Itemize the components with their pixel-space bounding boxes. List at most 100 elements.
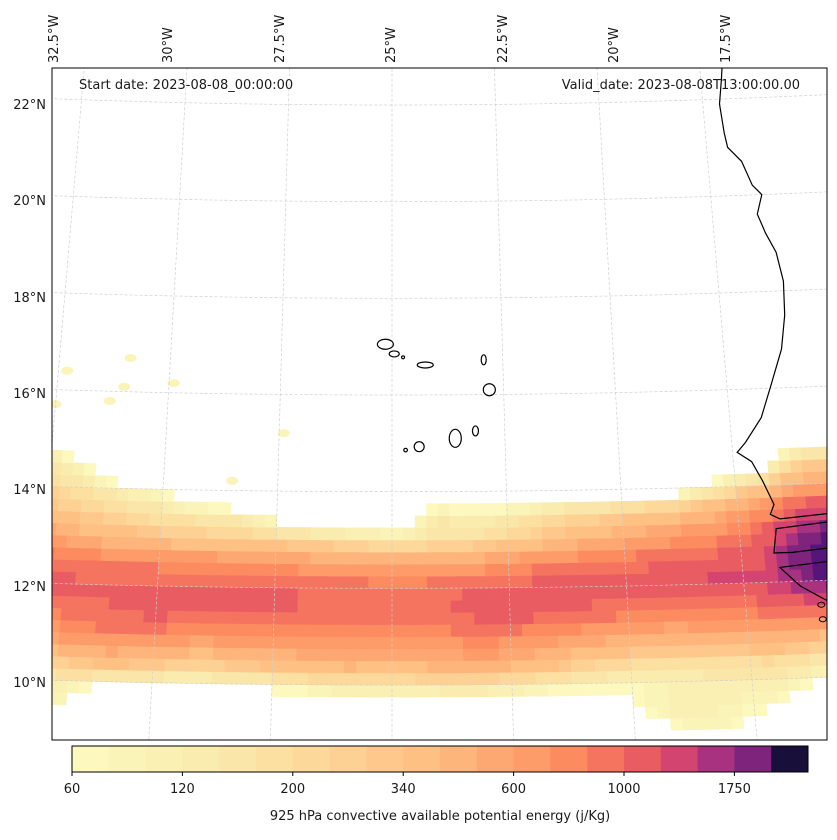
cape-cell — [450, 528, 462, 540]
cape-cell — [750, 522, 763, 535]
cape-cell — [656, 500, 668, 512]
cape-cell — [179, 623, 191, 635]
cape-cell — [778, 448, 791, 461]
cape-cell — [680, 681, 693, 693]
cape-cell — [500, 684, 512, 696]
cape-cell — [333, 576, 345, 588]
cape-cell — [368, 685, 380, 697]
cape-cell — [296, 685, 308, 697]
cape-cell — [250, 612, 262, 624]
cape-cell — [21, 522, 34, 535]
cape-patch — [226, 477, 238, 485]
cape-cell — [531, 527, 543, 539]
cape-cell — [58, 499, 70, 511]
colorbar-swatch — [771, 746, 808, 772]
cape-cell — [722, 608, 735, 620]
cape-cell — [741, 692, 754, 704]
cape-cell — [461, 504, 473, 516]
cape-cell — [523, 648, 535, 660]
cape-cell — [105, 658, 118, 670]
cape-cell — [780, 594, 793, 607]
cape-cell — [92, 512, 104, 524]
cape-cell — [532, 563, 544, 575]
cape-cell — [346, 528, 358, 540]
cape-cell — [798, 532, 811, 545]
cape-cell — [108, 609, 121, 621]
cape-cell — [624, 550, 636, 562]
cape-cell — [546, 623, 558, 635]
cape-cell — [581, 611, 593, 623]
cape-cell — [165, 659, 178, 671]
cape-cell — [629, 622, 642, 634]
cape-cell — [717, 547, 730, 559]
cape-cell — [242, 515, 254, 527]
cape-cell — [757, 594, 770, 607]
cape-cell — [649, 573, 662, 585]
cape-cell — [655, 658, 668, 670]
cape-cell — [164, 671, 177, 683]
cape-cell — [172, 526, 184, 538]
cape-cell — [668, 682, 681, 694]
cape-cell — [11, 631, 24, 643]
cape-cell — [321, 637, 333, 649]
cape-cell — [474, 600, 486, 612]
cape-cell — [743, 571, 756, 584]
cape-cell — [25, 607, 38, 619]
cape-cell — [536, 672, 548, 684]
cape-cell — [219, 515, 231, 527]
cape-cell — [332, 673, 344, 685]
cape-cell — [463, 649, 475, 661]
cape-cell — [333, 624, 345, 636]
cape-cell — [737, 644, 750, 656]
cape-cell — [709, 584, 722, 596]
cape-cell — [148, 537, 160, 549]
cape-cell — [485, 540, 497, 552]
cape-cell — [711, 620, 724, 632]
cape-cell — [701, 645, 714, 657]
cape-cell — [216, 587, 228, 599]
cape-cell — [730, 559, 743, 571]
cape-cell — [572, 671, 585, 683]
cape-cell — [212, 672, 225, 684]
cape-cell — [680, 512, 692, 524]
cape-cell — [553, 502, 565, 514]
cape-cell — [742, 704, 755, 716]
cape-cell — [356, 637, 368, 649]
cape-cell — [825, 459, 837, 472]
colorbar-swatch — [734, 746, 771, 772]
cape-cell — [805, 605, 818, 618]
cape-cell — [427, 552, 439, 564]
cape-cell — [473, 540, 485, 552]
island-maio — [472, 426, 478, 436]
cape-cell — [52, 571, 65, 583]
cape-cell — [123, 561, 136, 573]
cape-cell — [345, 625, 357, 637]
cape-cell — [721, 596, 734, 608]
cape-cell — [645, 513, 657, 525]
cape-cell — [760, 497, 773, 509]
cape-cell — [344, 649, 356, 661]
cape-cell — [310, 588, 322, 600]
cape-cell — [90, 536, 103, 548]
lat-tick-label: 12°N — [0, 580, 46, 595]
cape-cell — [93, 500, 105, 512]
cape-cell — [799, 666, 812, 679]
cape-cell — [111, 573, 124, 585]
cape-cell — [638, 586, 651, 598]
cape-cell — [811, 665, 824, 678]
cape-cell — [509, 588, 521, 600]
cape-cell — [72, 463, 84, 475]
cape-cell — [758, 607, 771, 620]
cape-cell — [201, 647, 213, 659]
cape-cell — [542, 527, 554, 539]
cape-cell — [320, 685, 332, 697]
cape-cell — [487, 648, 499, 660]
cape-cell — [28, 449, 40, 462]
cape-cell — [404, 528, 416, 540]
valid-date-annotation: Valid_date: 2023-08-08T13:00:00.00 — [562, 78, 800, 93]
cape-cell — [530, 515, 542, 527]
cape-cell — [635, 525, 647, 537]
cape-cell — [415, 540, 427, 552]
cape-cell — [496, 515, 508, 527]
cape-cell — [657, 694, 670, 706]
